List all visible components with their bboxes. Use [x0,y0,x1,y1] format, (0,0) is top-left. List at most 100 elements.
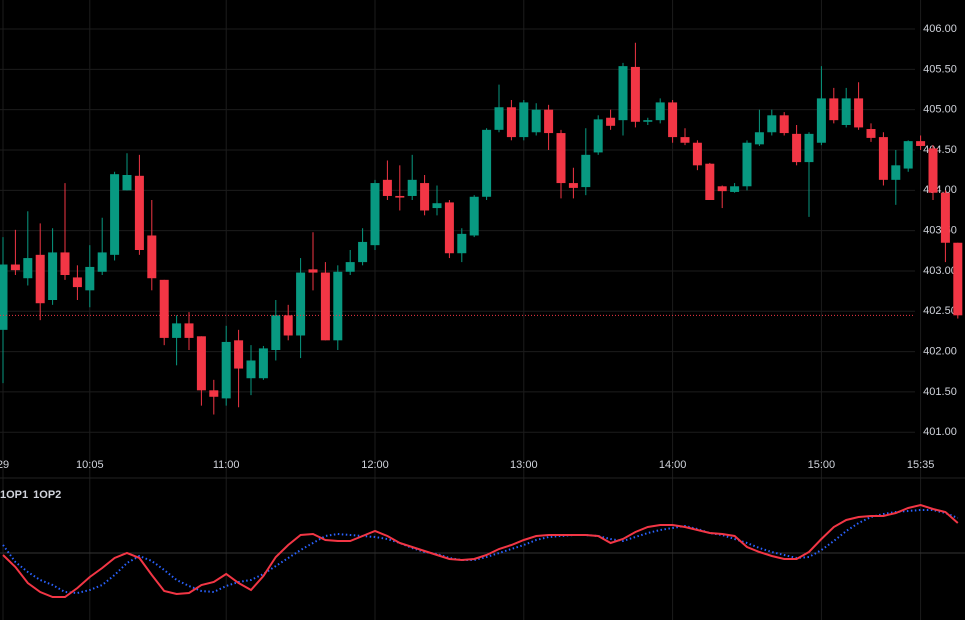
candle-body [606,117,616,126]
y-tick-label: 405.50 [923,63,957,75]
candle-body [705,163,715,200]
candle-body [742,142,752,187]
candle-body [878,137,888,180]
candle-body [296,272,306,336]
candle-body [196,336,206,391]
y-tick-label: 406.00 [923,23,957,35]
candle-body [630,66,640,122]
candle-body [35,254,45,304]
y-tick-label: 403.00 [923,265,957,277]
candle-body [506,107,516,138]
candle-body [928,148,938,193]
candle-body [0,264,8,330]
candle-body [891,165,901,180]
candle-body [940,192,950,243]
candle-body [680,137,690,143]
candle-body [568,183,578,188]
candle-body [420,183,430,211]
candle-body [531,109,541,133]
candle-body [457,233,467,254]
candle-body [234,340,244,369]
candle-body [407,179,417,196]
y-tick-label: 401.50 [923,386,957,398]
candle-body [246,360,256,379]
legend-entry: 1OP1 [0,489,28,501]
candle-body [184,323,194,338]
y-tick-label: 402.50 [923,305,957,317]
candle-body [271,315,281,350]
candle-body [618,66,628,121]
candle-body [333,271,343,341]
x-tick-label: 14:00 [659,459,687,471]
y-tick-label: 402.00 [923,346,957,358]
x-tick-label: 13:00 [510,459,538,471]
candle-body [717,186,727,192]
candle-body [221,341,231,399]
candle-body [258,348,268,379]
candle-body [72,277,82,288]
y-tick-label: 404.50 [923,144,957,156]
candle-body [581,154,591,188]
x-tick-label: 12:00 [361,459,389,471]
candle-body [643,120,653,122]
candle-body [953,242,963,316]
oscillator-line [2,503,959,598]
candle-body [792,133,802,163]
candle-body [804,133,814,163]
candle-body [494,107,504,130]
y-tick-label: 403.50 [923,225,957,237]
candle-body [122,175,132,191]
candle-body [692,142,702,166]
candle-body [916,141,926,146]
candle-body [866,129,876,138]
candle-body [370,183,380,246]
candle-body [159,279,169,338]
candle-body [816,98,826,143]
candle-body [345,262,355,272]
candle-body [23,258,33,279]
candle-body [854,98,864,128]
candle-body [444,202,454,254]
candle-body [209,390,219,397]
candle-body [469,196,479,236]
candle-body [655,102,665,121]
candle-body [767,115,777,133]
candle-body [110,174,120,255]
y-tick-label: 405.00 [923,104,957,116]
candle-body [382,179,392,196]
candle-body [85,266,95,291]
candle-body [97,252,107,272]
candle-body [60,252,70,275]
legend-entry: 1OP2 [33,489,61,501]
x-tick-label: 11:00 [213,459,240,471]
candle-body [308,269,318,273]
candle-body [395,195,405,198]
candle-body [829,98,839,121]
candle-body [730,186,740,192]
x-tick-label: 15:35 [907,459,935,471]
candle-body [172,323,182,338]
candle-body [841,98,851,125]
candle-body [556,133,566,184]
candle-body [48,252,58,300]
candle-body [320,272,330,341]
x-tick-label: 15:00 [808,459,836,471]
candle-body [358,241,368,263]
candle-body [754,132,764,145]
candle-body [10,264,20,271]
candle-body [544,109,554,134]
candle-body [134,175,144,250]
candle-body [519,102,529,138]
x-tick-label: 29 [0,459,9,471]
candle-body [668,102,678,138]
y-tick-label: 401.00 [923,426,957,438]
x-tick-label: 10:05 [76,459,104,471]
candle-body [903,141,913,169]
candle-body [147,235,157,279]
candle-body [482,129,492,197]
candle-body [283,315,293,336]
candle-body [779,115,789,134]
